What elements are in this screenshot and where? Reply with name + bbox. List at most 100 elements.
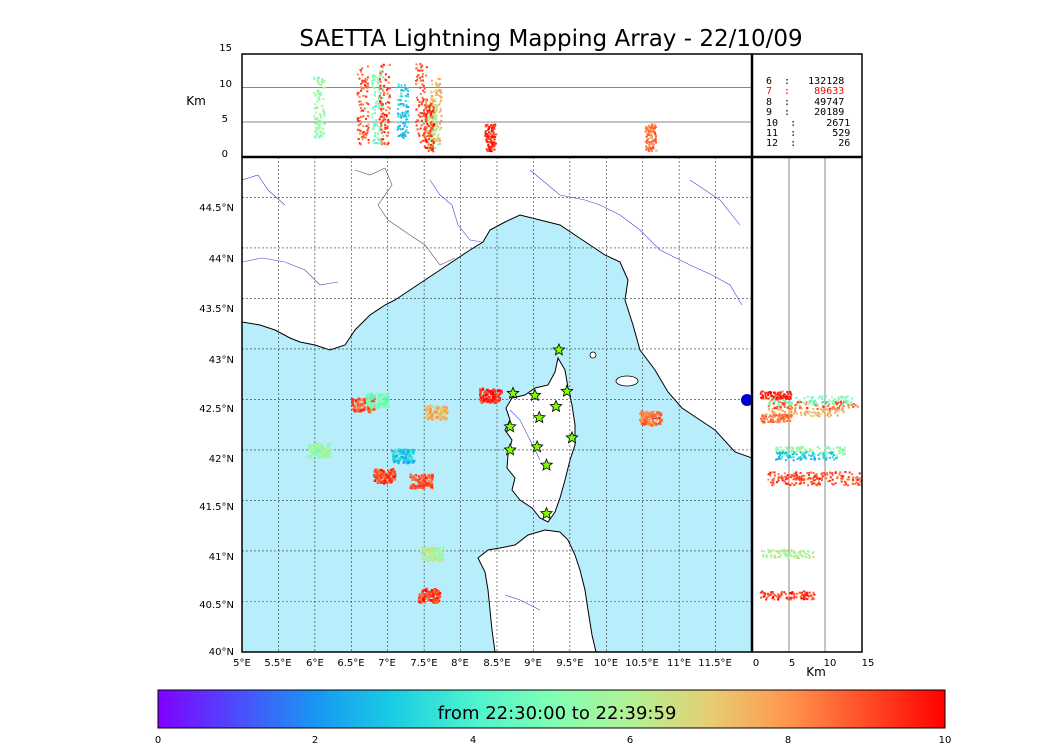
side-altitude-source	[777, 597, 780, 600]
side-altitude-source	[808, 399, 811, 402]
altitude-source	[424, 129, 427, 132]
altitude-source	[436, 126, 439, 129]
side-altitude-source	[783, 548, 786, 551]
lightning-source	[379, 474, 382, 477]
altitude-source	[380, 103, 383, 106]
altitude-source	[356, 119, 359, 122]
altitude-source	[315, 105, 318, 108]
altitude-source	[439, 139, 442, 142]
altitude-source	[650, 129, 653, 132]
side-altitude-source	[763, 421, 766, 424]
alt-tick-0: 0	[222, 149, 228, 160]
lightning-source	[645, 410, 649, 414]
lightning-source	[368, 398, 371, 402]
altitude-source	[492, 134, 495, 137]
lightning-source	[426, 559, 430, 563]
side-altitude-source	[776, 446, 779, 449]
legend-row-11: 11 : 529	[766, 128, 850, 139]
side-altitude-source	[800, 456, 803, 459]
lightning-source	[428, 406, 431, 410]
side-altitude-source	[798, 482, 801, 485]
side-altitude-source	[788, 396, 791, 399]
side-altitude-source	[814, 479, 817, 482]
altitude-source	[319, 93, 322, 96]
side-altitude-source	[777, 457, 780, 460]
altitude-source	[420, 69, 423, 72]
altitude-source	[415, 63, 418, 66]
altitude-source	[422, 89, 425, 92]
altitude-source	[321, 120, 324, 123]
side-altitude-source	[828, 399, 831, 402]
lightning-source	[435, 554, 438, 558]
side-altitude-source	[773, 396, 776, 399]
altitude-source	[322, 122, 325, 125]
altitude-source	[431, 83, 434, 86]
altitude-source	[373, 93, 376, 96]
altitude-source	[365, 81, 368, 84]
side-altitude-source	[780, 415, 783, 418]
side-altitude-source	[840, 480, 843, 483]
altitude-source	[405, 129, 408, 132]
lightning-source	[478, 388, 482, 391]
side-altitude-source	[771, 484, 774, 487]
altitude-source	[372, 128, 375, 131]
altitude-source	[438, 137, 441, 140]
altitude-source	[379, 92, 382, 95]
lightning-source	[385, 481, 389, 485]
lightning-source	[421, 557, 425, 561]
side-altitude-source	[771, 398, 774, 401]
lightning-source	[360, 409, 363, 412]
side-altitude-source	[805, 449, 808, 452]
lon-tick: 5°E	[233, 658, 251, 669]
lightning-source	[491, 390, 495, 393]
lightning-source	[480, 398, 483, 401]
lightning-source	[418, 600, 421, 604]
lightning-source	[381, 396, 385, 399]
side-altitude-source	[831, 406, 834, 409]
side-altitude-source	[777, 473, 780, 476]
lightning-source	[375, 405, 378, 409]
lightning-source	[414, 473, 418, 477]
side-altitude-source	[813, 482, 816, 485]
lightning-source	[436, 405, 439, 409]
lightning-source	[408, 455, 412, 458]
side-altitude-source	[795, 596, 798, 599]
altitude-source	[406, 118, 409, 121]
side-altitude-source	[810, 598, 813, 601]
side-altitude-source	[803, 590, 806, 593]
altitude-source	[487, 128, 490, 131]
altitude-source	[430, 97, 433, 100]
altitude-source	[400, 84, 403, 87]
altitude-source	[322, 108, 325, 111]
lightning-source	[402, 461, 405, 464]
side-altitude-source	[822, 408, 825, 411]
side-altitude-source	[784, 415, 787, 418]
side-altitude-source	[775, 550, 778, 553]
altitude-source	[645, 140, 648, 143]
lightning-source	[357, 408, 361, 412]
lightning-source	[430, 486, 434, 490]
altitude-source	[361, 73, 364, 76]
lightning-source	[658, 416, 661, 420]
side-altitude-source	[770, 418, 773, 421]
side-altitude-source	[828, 415, 831, 418]
altitude-source	[429, 101, 432, 104]
lightning-source	[388, 477, 391, 480]
side-altitude-source	[781, 449, 784, 452]
altitude-source	[397, 135, 400, 138]
lightning-source	[398, 449, 401, 453]
lightning-source	[437, 593, 441, 596]
lightning-source	[430, 484, 433, 488]
lightning-source	[640, 415, 643, 419]
lightning-source	[641, 418, 644, 422]
lat-tick: 44°N	[209, 254, 234, 265]
side-altitude-source	[829, 476, 832, 479]
altitude-source	[489, 137, 492, 140]
altitude-source	[380, 105, 383, 108]
side-altitude-source	[786, 406, 789, 409]
lon-tick: 11.5°E	[698, 658, 732, 669]
side-altitude-source	[821, 408, 824, 411]
lightning-source	[390, 468, 393, 472]
lightning-source	[391, 449, 394, 453]
altitude-source	[430, 121, 433, 124]
